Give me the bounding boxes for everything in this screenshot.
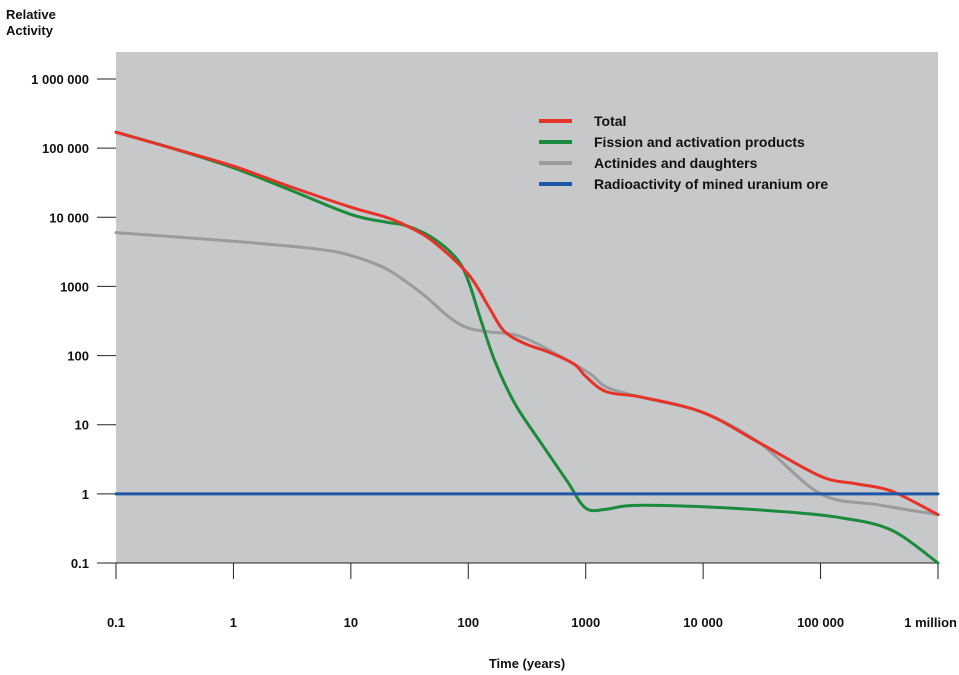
y-axis: 1 000 000 100 000 10 000 1000 100 10 1 0.1: [31, 72, 116, 571]
x-tick-label: 1 million: [904, 615, 957, 630]
legend-label-uranium-ore: Radioactivity of mined uranium ore: [594, 176, 828, 192]
plot-area: [116, 52, 938, 563]
legend: Total Fission and activation products Acti…: [539, 113, 828, 192]
x-axis-title: Time (years): [489, 656, 565, 671]
y-tick-label: 1000: [60, 279, 89, 294]
y-tick-label: 10: [75, 418, 89, 433]
legend-label-fission-activation: Fission and activation products: [594, 134, 805, 150]
x-tick-label: 1: [230, 615, 237, 630]
x-tick-label: 0.1: [107, 615, 125, 630]
y-tick-label: 100 000: [42, 141, 89, 156]
y-tick-label: 100: [67, 349, 89, 364]
y-tick-label: 10 000: [49, 210, 89, 225]
series-layer: [114, 130, 940, 565]
legend-label-total: Total: [594, 113, 626, 129]
series-line-total: [114, 130, 940, 517]
x-tick-label: 100: [457, 615, 479, 630]
y-tick-label: 0.1: [71, 556, 89, 571]
y-tick-label: 1: [82, 487, 89, 502]
legend-label-actinides: Actinides and daughters: [594, 155, 758, 171]
x-tick-label: 100 000: [797, 615, 844, 630]
x-tick-label: 10 000: [683, 615, 723, 630]
y-axis-title-line-1: Relative: [6, 7, 56, 22]
y-axis-title-line-2: Activity: [6, 23, 53, 38]
y-axis-title: Relative Activity: [6, 7, 56, 39]
x-tick-label: 10: [344, 615, 358, 630]
x-axis: 0.1 1 10 100 1000 10 000 100 000 1 million: [107, 562, 957, 630]
y-tick-label: 1 000 000: [31, 72, 89, 87]
x-tick-label: 1000: [571, 615, 600, 630]
series-line-fission-activation: [114, 130, 940, 565]
